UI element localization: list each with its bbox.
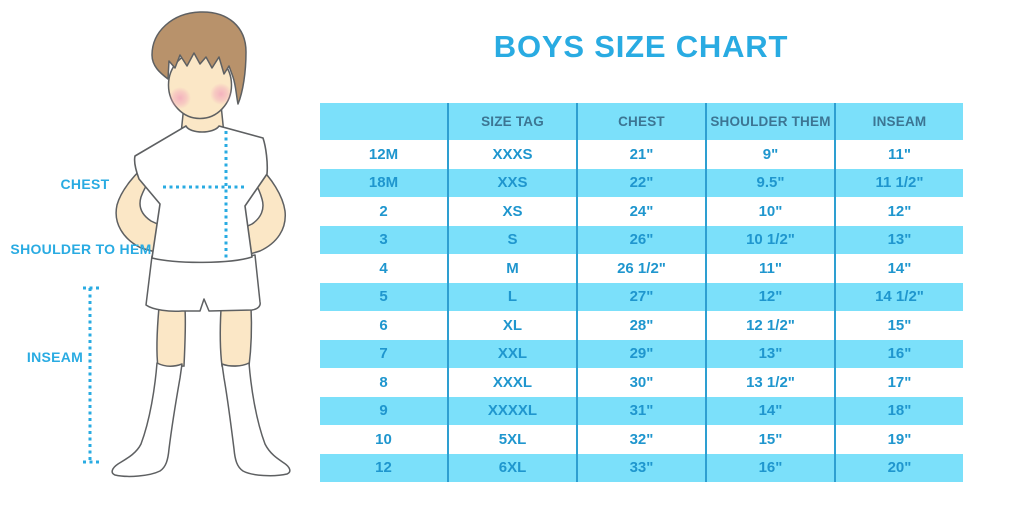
table-row: 12M XXXS 21" 9" 11" (320, 140, 963, 169)
table-cell: 12 1/2" (707, 311, 836, 340)
table-cell: 14 1/2" (875, 288, 924, 306)
table-cell: 6XL (449, 453, 578, 482)
table-cell: 21" (578, 140, 707, 169)
size-table-header-row: SIZE TAG CHEST SHOULDER THEM INSEAM (320, 103, 963, 140)
table-cell: 11 1/2" (875, 174, 924, 192)
table-cell: 28" (578, 311, 707, 340)
boy-leg-left (156, 306, 187, 368)
table-cell: 33" (578, 453, 707, 482)
boy-shorts (145, 254, 261, 312)
table-cell: 15" (887, 316, 912, 334)
table-cell: XXXS (449, 140, 578, 169)
table-cell: XXXL (449, 368, 578, 397)
table-cell: 22" (578, 168, 707, 197)
table-cell: 29" (578, 339, 707, 368)
header-cell-size-tag: SIZE TAG (449, 103, 578, 140)
table-cell: 10 (320, 425, 449, 454)
table-cell: L (449, 282, 578, 311)
boy-sock-right (221, 362, 291, 477)
table-cell: 5 (320, 282, 449, 311)
table-cell: 4 (320, 254, 449, 283)
table-cell: 12M (320, 140, 449, 169)
table-cell: 5XL (449, 425, 578, 454)
table-row: 8 XXXL 30" 13 1/2" 17" (320, 368, 963, 397)
table-row: 10 5XL 32" 15" 19" (320, 425, 963, 454)
header-cell-inseam: INSEAM (872, 114, 927, 129)
boy-figure-illustration (83, 11, 291, 478)
table-row: 4 M 26 1/2" 11" 14" (320, 254, 963, 283)
table-row: 7 XXL 29" 13" 16" (320, 339, 963, 368)
table-cell: 17" (887, 373, 912, 391)
table-row: 9 XXXXL 31" 14" 18" (320, 396, 963, 425)
table-cell: XXS (449, 168, 578, 197)
table-cell: 13" (887, 231, 912, 249)
table-cell: XXXXL (449, 396, 578, 425)
table-cell: 12" (707, 282, 836, 311)
chest-label: CHEST (60, 176, 110, 192)
table-cell: 11" (888, 145, 911, 163)
table-cell: 13" (707, 339, 836, 368)
table-cell: 7 (320, 339, 449, 368)
boy-hair (151, 11, 247, 105)
boy-tshirt (133, 125, 269, 264)
table-cell: M (449, 254, 578, 283)
table-cell: S (449, 225, 578, 254)
table-cell: 18M (320, 168, 449, 197)
size-table: SIZE TAG CHEST SHOULDER THEM INSEAM 12M … (320, 103, 963, 482)
size-table-body: 12M XXXS 21" 9" 11" 18M XXS 22" 9.5" 11 … (320, 140, 963, 482)
table-cell: 3 (320, 225, 449, 254)
header-cell-blank (320, 103, 449, 140)
table-cell: 2 (320, 197, 449, 226)
table-cell: XS (449, 197, 578, 226)
table-cell: XL (449, 311, 578, 340)
table-cell: 19" (887, 430, 912, 448)
table-cell: 32" (578, 425, 707, 454)
table-cell: 13 1/2" (707, 368, 836, 397)
table-row: 18M XXS 22" 9.5" 11 1/2" (320, 168, 963, 197)
table-cell: 12" (887, 202, 912, 220)
table-cell: 9 (320, 396, 449, 425)
table-cell: 10" (707, 197, 836, 226)
boy-sock-left (111, 362, 183, 478)
table-cell: 24" (578, 197, 707, 226)
boy-cheek-right (210, 83, 232, 105)
table-cell: 31" (578, 396, 707, 425)
inseam-label: INSEAM (26, 349, 84, 365)
boy-cheek-left (169, 87, 191, 109)
table-cell: XXL (449, 339, 578, 368)
table-cell: 30" (578, 368, 707, 397)
table-row: 3 S 26" 10 1/2" 13" (320, 225, 963, 254)
table-row: 6 XL 28" 12 1/2" 15" (320, 311, 963, 340)
table-cell: 10 1/2" (707, 225, 836, 254)
table-cell: 12 (320, 453, 449, 482)
table-cell: 27" (578, 282, 707, 311)
header-cell-shoulder-them: SHOULDER THEM (707, 103, 836, 140)
table-cell: 16" (887, 345, 912, 363)
table-cell: 20" (887, 459, 912, 477)
table-cell: 16" (707, 453, 836, 482)
table-cell: 18" (887, 402, 912, 420)
table-cell: 26" (578, 225, 707, 254)
table-row: 12 6XL 33" 16" 20" (320, 453, 963, 482)
table-row: 2 XS 24" 10" 12" (320, 197, 963, 226)
table-cell: 9.5" (707, 168, 836, 197)
table-cell: 15" (707, 425, 836, 454)
table-row: 5 L 27" 12" 14 1/2" (320, 282, 963, 311)
header-cell-chest: CHEST (578, 103, 707, 140)
table-cell: 6 (320, 311, 449, 340)
table-cell: 8 (320, 368, 449, 397)
page-title: BOYS SIZE CHART (493, 29, 789, 64)
table-cell: 14" (707, 396, 836, 425)
table-cell: 14" (887, 259, 912, 277)
table-cell: 9" (707, 140, 836, 169)
table-cell: 26 1/2" (578, 254, 707, 283)
boy-leg-right (219, 306, 253, 367)
shoulder-to-hem-label: SHOULDER TO HEM (10, 241, 152, 257)
table-cell: 11" (707, 254, 836, 283)
